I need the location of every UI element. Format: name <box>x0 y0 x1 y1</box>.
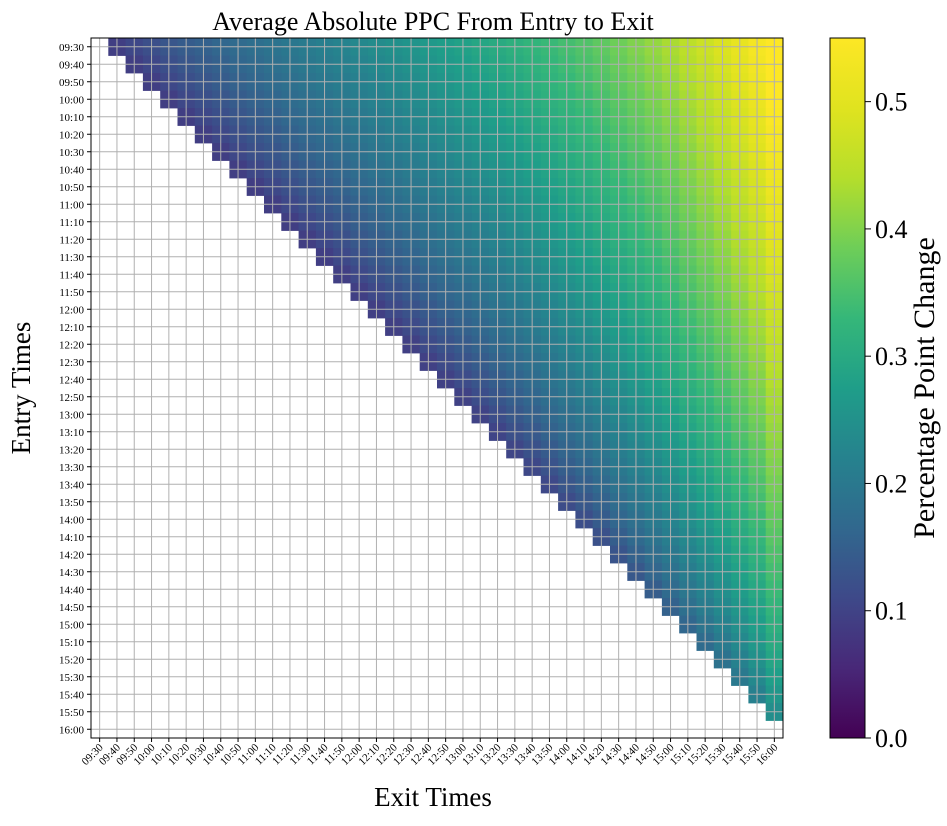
y-tick-label: 15:10 <box>59 637 85 649</box>
y-tick-label: 14:40 <box>59 584 85 596</box>
y-tick-label: 09:30 <box>59 42 85 54</box>
y-tick-label: 10:10 <box>59 112 85 124</box>
y-tick-label: 12:40 <box>59 374 85 386</box>
y-tick-label: 15:40 <box>59 689 85 701</box>
y-tick-label: 12:10 <box>59 322 85 334</box>
y-tick-label: 13:10 <box>59 427 85 439</box>
colorbar <box>829 37 866 739</box>
y-tick-label: 09:50 <box>59 77 85 89</box>
y-tick-label: 14:30 <box>59 567 85 579</box>
colorbar-label: Percentage Point Change <box>908 237 941 539</box>
y-tick-label: 16:00 <box>59 724 85 736</box>
y-tick-label: 12:50 <box>59 392 85 404</box>
y-tick-label: 13:50 <box>59 497 85 509</box>
y-tick-label: 14:50 <box>59 602 85 614</box>
y-tick-label: 15:50 <box>59 707 85 719</box>
chart-title: Average Absolute PPC From Entry to Exit <box>212 7 654 36</box>
colorbar-tick-label: 0.5 <box>875 88 908 117</box>
colorbar-tick-label: 0.0 <box>875 724 908 753</box>
y-tick-label: 15:20 <box>59 654 85 666</box>
y-tick-label: 13:30 <box>59 462 85 474</box>
gridlines <box>91 38 783 738</box>
y-tick-label: 11:50 <box>59 287 84 299</box>
colorbar-tick-label: 0.4 <box>875 215 908 244</box>
y-tick-label: 11:20 <box>59 234 84 246</box>
y-tick-label: 13:40 <box>59 479 85 491</box>
colorbar-tick-label: 0.1 <box>875 597 908 626</box>
y-tick-label: 10:30 <box>59 147 85 159</box>
y-tick-label: 10:20 <box>59 129 85 141</box>
y-tick-label: 14:10 <box>59 532 85 544</box>
y-tick-label: 15:30 <box>59 672 85 684</box>
y-tick-label: 13:00 <box>59 409 85 421</box>
y-tick-label: 11:40 <box>59 269 84 281</box>
y-tick-label: 14:20 <box>59 549 85 561</box>
y-tick-label: 10:00 <box>59 94 85 106</box>
y-tick-label: 14:00 <box>59 514 85 526</box>
y-tick-label: 12:30 <box>59 357 85 369</box>
y-tick-label: 11:10 <box>59 217 84 229</box>
colorbar-tick-label: 0.3 <box>875 342 908 371</box>
y-axis-ticks: 09:30 09:40 09:50 10:00 10:10 10:20 10:30 10:40… <box>59 42 91 736</box>
x-axis-ticks: 09:3009:4009:5010:0010:1010:2010:3010:40… <box>80 738 781 768</box>
y-tick-label: 10:40 <box>59 164 85 176</box>
colorbar-tick-label: 0.2 <box>875 469 908 498</box>
y-tick-label: 13:20 <box>59 444 85 456</box>
y-tick-label: 09:40 <box>59 59 85 71</box>
y-axis-label: Entry Times <box>6 322 36 455</box>
y-tick-label: 12:20 <box>59 339 85 351</box>
y-tick-label: 10:50 <box>59 182 85 194</box>
y-tick-label: 12:00 <box>59 304 85 316</box>
y-tick-label: 15:00 <box>59 619 85 631</box>
plot-frame <box>90 37 784 739</box>
x-axis-label: Exit Times <box>374 782 492 812</box>
colorbar-ticks: 0.0 0.1 0.2 0.3 0.4 0.5 <box>865 88 908 753</box>
y-tick-label: 11:30 <box>59 252 84 264</box>
y-tick-label: 11:00 <box>59 199 84 211</box>
